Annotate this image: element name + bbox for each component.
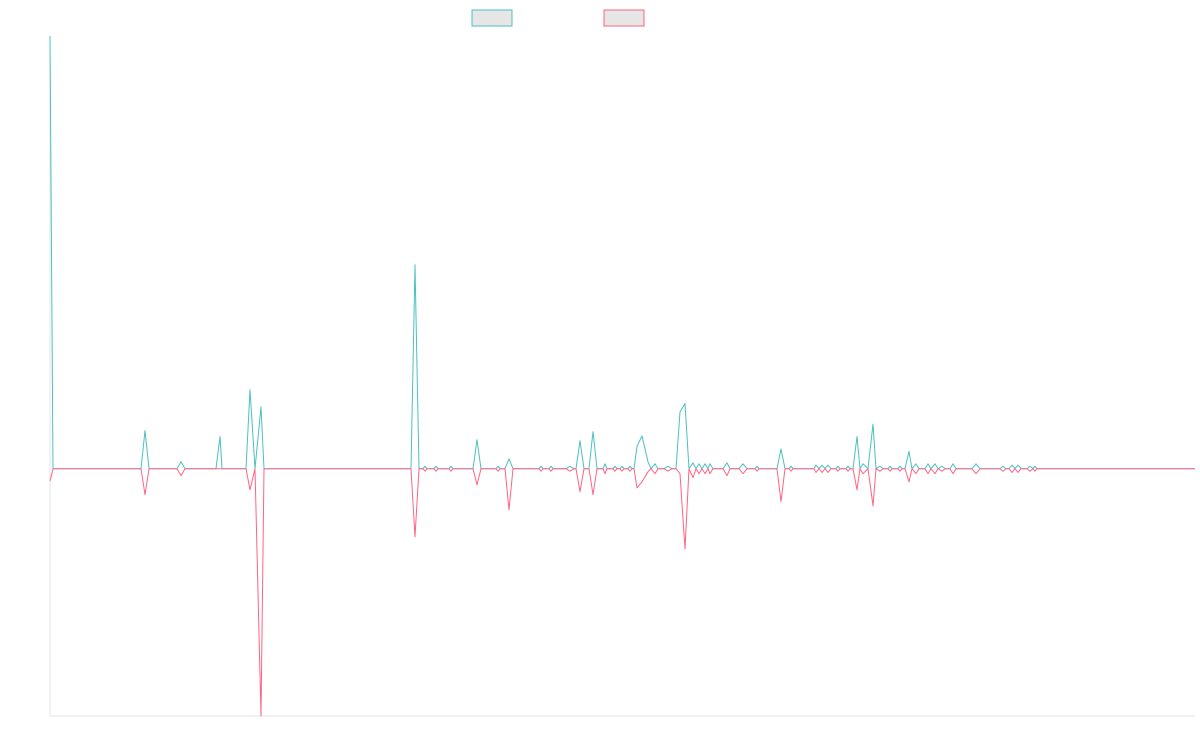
data-line	[49, 468, 1195, 717]
legend-swatch	[603, 9, 645, 27]
legend-swatch	[471, 9, 513, 27]
data-line	[49, 35, 1195, 470]
